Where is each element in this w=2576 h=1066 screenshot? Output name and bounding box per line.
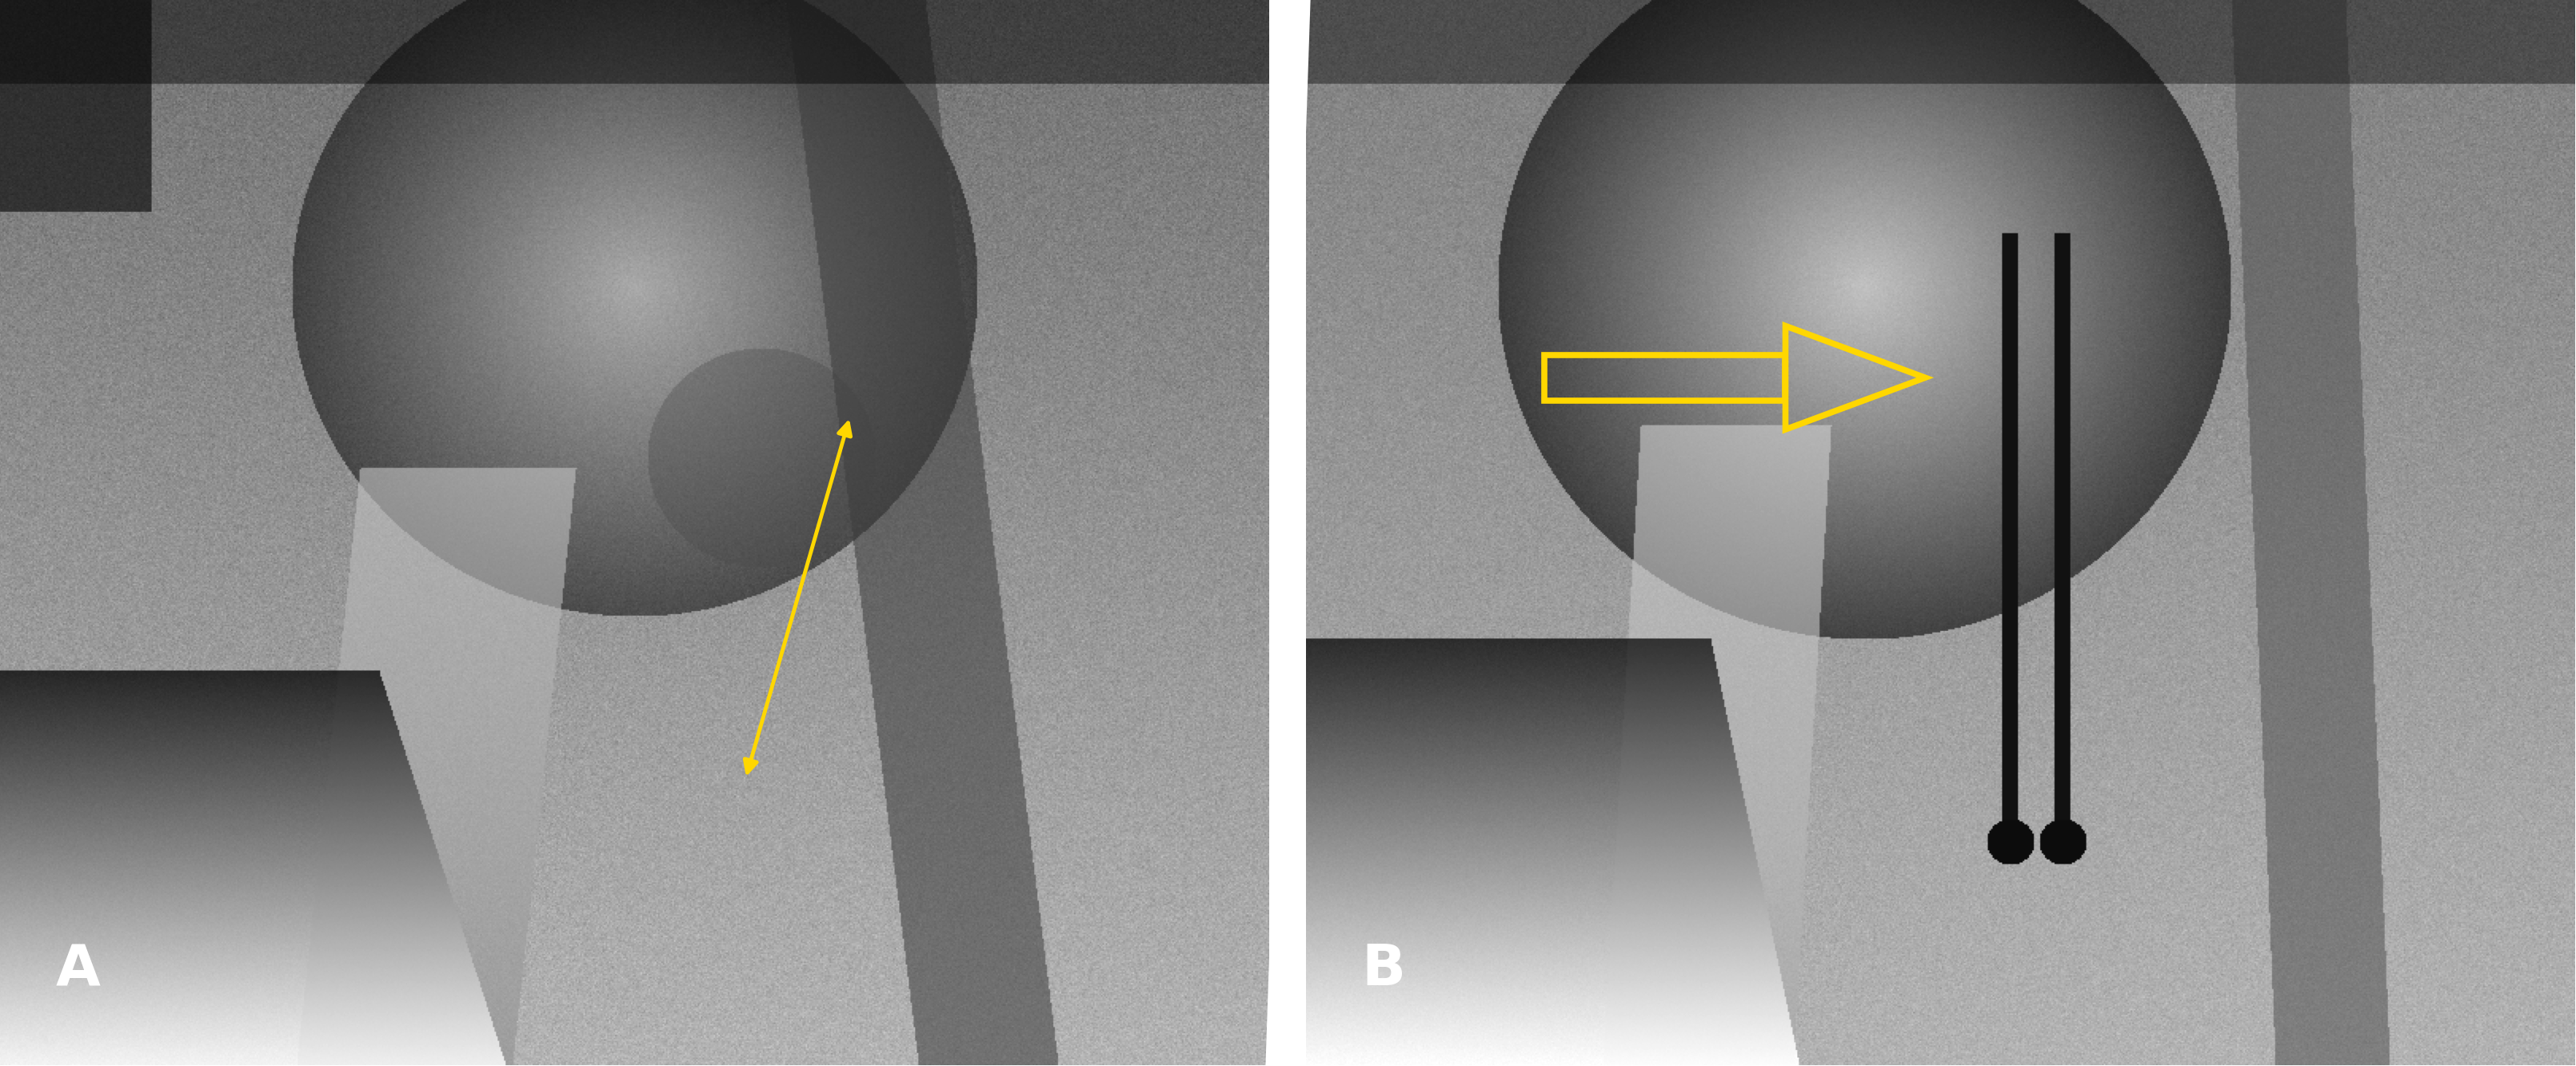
Text: B: B [1363,942,1406,998]
Text: A: A [57,942,100,998]
Bar [1543,355,1785,401]
